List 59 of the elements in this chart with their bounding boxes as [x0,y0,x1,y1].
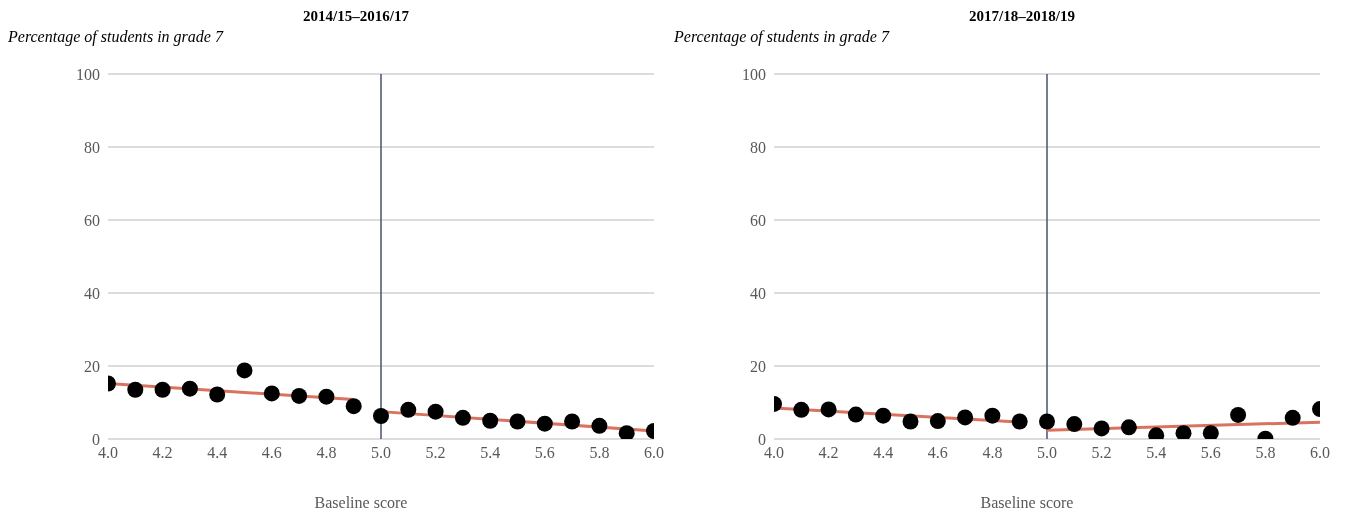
x-tick-label: 5.8 [589,444,610,462]
point [454,409,471,426]
x-tick-label: 4.6 [927,444,948,462]
y-tick-label: 100 [742,65,766,83]
y-tick-label: 20 [84,357,100,375]
y-tick-label: 20 [750,357,766,375]
point [291,387,308,404]
x-tick-label: 5.6 [1200,444,1221,462]
y-tick-label: 0 [92,430,100,448]
y-tick-label: 60 [750,211,766,229]
point [263,385,280,402]
x-tick-label: 4.8 [316,444,337,462]
point [509,413,526,430]
y-tick-label: 40 [750,284,766,302]
point [482,412,499,429]
x-tick-label: 6.0 [644,444,664,462]
point [536,415,553,432]
x-tick-label: 4.0 [764,444,784,462]
point [209,386,226,403]
point [591,417,608,434]
x-tick-label: 4.8 [982,444,1003,462]
x-tick-label: 5.2 [1091,444,1112,462]
y-tick-label: 60 [84,211,100,229]
point [400,401,417,418]
y-tick-label: 80 [750,138,766,156]
point [345,398,362,415]
x-tick-label: 5.0 [371,444,391,462]
x-tick-label: 5.6 [534,444,555,462]
y-axis-title: Percentage of students in grade 7 [674,28,891,48]
x-tick-label: 5.4 [480,444,501,462]
point [181,380,198,397]
chart-title: 2014/15–2016/17 [302,8,410,26]
x-tick-label: 5.4 [1146,444,1167,462]
point [154,381,171,398]
point [564,413,581,430]
y-tick-label: 100 [76,65,100,83]
x-tick-label: 5.0 [1037,444,1057,462]
x-tick-label: 4.0 [98,444,118,462]
point [127,381,144,398]
point [318,388,335,405]
x-tick-label: 4.6 [261,444,282,462]
y-axis-title: Percentage of students in grade 7 [8,28,225,48]
x-axis-title: Baseline score [313,494,409,512]
y-tick-label: 40 [84,284,100,302]
x-tick-label: 4.2 [152,444,173,462]
x-axis-title: Baseline score [979,494,1075,512]
x-tick-label: 4.2 [818,444,839,462]
point [427,403,444,420]
x-tick-label: 5.2 [425,444,446,462]
point [618,425,635,439]
y-tick-label: 80 [84,138,100,156]
x-tick-label: 4.4 [873,444,894,462]
point [236,362,253,379]
x-tick-label: 5.8 [1255,444,1276,462]
x-tick-label: 6.0 [1310,444,1330,462]
x-tick-label: 4.4 [207,444,228,462]
point [373,408,389,425]
y-tick-label: 0 [758,430,766,448]
chart-title: 2017/18–2018/19 [968,8,1076,26]
